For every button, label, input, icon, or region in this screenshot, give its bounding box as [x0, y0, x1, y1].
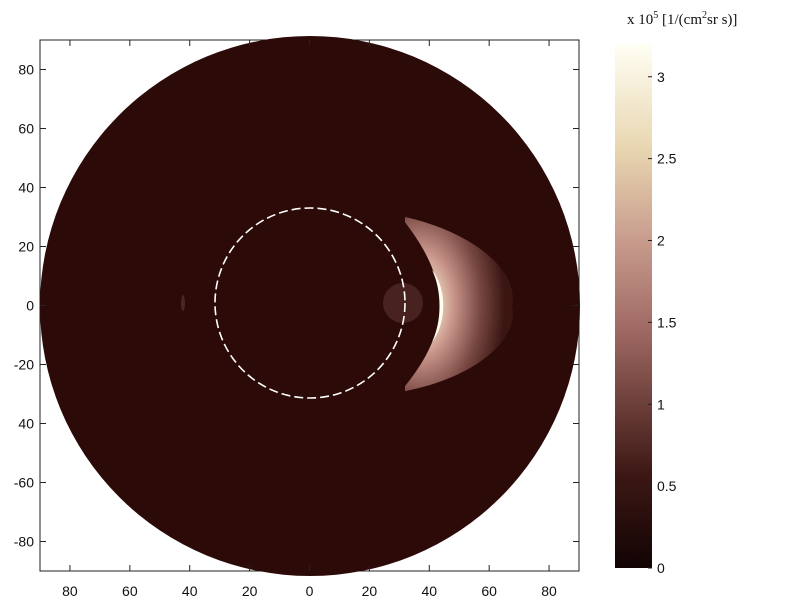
- colorbar-tick-label: 3: [657, 69, 665, 85]
- crescent-emission: [383, 217, 513, 391]
- x-tick-label: 0: [306, 583, 314, 599]
- colorbar-tick-label: 1.5: [657, 314, 677, 330]
- colorbar-tick-label: 1: [657, 396, 665, 412]
- colorbar-unit-label: x 105 [1/(cm2sr s)]: [627, 10, 737, 29]
- colorbar-unit-sup: 2: [701, 10, 707, 21]
- y-axis: 80 60 40 20 0 -20 40 -60 -80: [14, 62, 579, 550]
- colorbar-unit-tail: sr s)]: [706, 12, 738, 28]
- data-disk: [40, 36, 580, 576]
- crescent-inner-blob: [383, 283, 423, 323]
- y-tick-label: 40: [18, 416, 34, 432]
- x-tick-label: 80: [541, 583, 557, 599]
- small-blob: [181, 295, 185, 311]
- x-tick-label: 40: [182, 583, 198, 599]
- y-tick-label: -80: [14, 534, 34, 550]
- y-tick-label: 20: [18, 239, 34, 255]
- x-tick-label: 20: [242, 583, 258, 599]
- inner-dashed-circle: [214, 207, 406, 399]
- x-tick-label: 20: [362, 583, 378, 599]
- colorbar-tick-label: 2: [657, 233, 665, 249]
- y-tick-label: 0: [26, 298, 34, 314]
- colorbar: [615, 44, 652, 568]
- colorbar-tick-label: 0.5: [657, 478, 677, 494]
- x-axis: 80 60 40 20 0 20 40 60 80: [62, 40, 557, 599]
- colorbar-exponent: 5: [653, 10, 659, 21]
- y-tick-label: -60: [14, 475, 34, 491]
- crescent-bright-edge: [432, 270, 444, 342]
- y-tick-label: -20: [14, 357, 34, 373]
- colorbar-ticks: 3 2.5 2 1.5 1 0.5 0: [648, 69, 677, 576]
- colorbar-tick-label: 2.5: [657, 151, 677, 167]
- x-tick-label: 40: [421, 583, 437, 599]
- x-tick-label: 60: [122, 583, 138, 599]
- x-tick-label: 60: [481, 583, 497, 599]
- crescent-shape: [405, 217, 513, 391]
- y-tick-label: 80: [18, 62, 34, 78]
- x-tick-label: 80: [62, 583, 78, 599]
- y-tick-label: 60: [18, 121, 34, 137]
- colorbar-scale-prefix: x 10: [627, 12, 654, 28]
- y-tick-label: 40: [18, 180, 34, 196]
- colorbar-tick-label: 0: [657, 560, 665, 576]
- colorbar-unit-main: [1/(cm: [662, 12, 702, 28]
